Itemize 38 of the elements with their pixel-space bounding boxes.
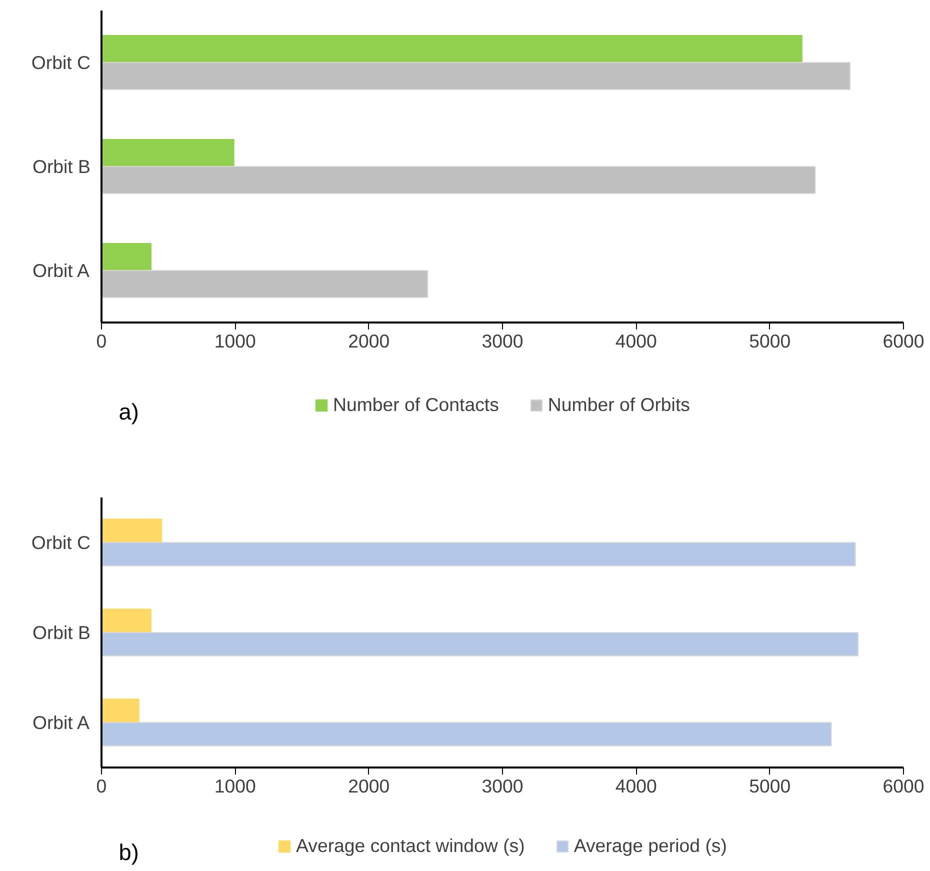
x-tick-label: 0 — [96, 330, 107, 352]
y-tick-label: Orbit B — [32, 622, 91, 643]
bar — [102, 166, 816, 194]
x-tick-label: 6000 — [882, 330, 924, 352]
x-tick-label: 3000 — [482, 776, 524, 796]
y-tick-label: Orbit A — [32, 712, 90, 733]
bar — [102, 34, 802, 63]
x-tick-label: 2000 — [348, 776, 390, 796]
bar — [102, 518, 162, 543]
legend-label: Number of Contacts — [333, 394, 499, 416]
x-tick-label: 0 — [96, 776, 107, 796]
bar — [102, 270, 428, 298]
bar — [102, 138, 234, 167]
bar — [102, 542, 856, 566]
x-tick-label: 3000 — [482, 330, 524, 352]
legend-label: Average contact window (s) — [296, 834, 525, 856]
bar — [102, 62, 851, 90]
y-tick-label: Orbit A — [32, 260, 90, 281]
text: a) — [118, 398, 139, 424]
text: b) — [118, 839, 139, 865]
y-tick-label: Orbit B — [32, 156, 91, 177]
bar — [102, 242, 152, 271]
x-tick-label: 1000 — [214, 776, 256, 796]
x-tick-label: 1000 — [214, 330, 256, 352]
legend-label: Number of Orbits — [548, 394, 690, 416]
x-tick-label: 5000 — [749, 776, 791, 796]
bar — [102, 608, 152, 633]
bar — [102, 632, 859, 656]
legend-label: Average period (s) — [574, 834, 727, 856]
x-tick-label: 4000 — [615, 776, 657, 796]
bar — [102, 722, 832, 746]
bar — [102, 698, 140, 723]
x-tick-label: 2000 — [348, 330, 390, 352]
x-tick-label: 6000 — [882, 776, 924, 796]
x-tick-label: 4000 — [615, 330, 657, 352]
y-tick-label: Orbit C — [31, 52, 91, 73]
x-tick-label: 5000 — [749, 330, 791, 352]
y-tick-label: Orbit C — [31, 532, 91, 553]
